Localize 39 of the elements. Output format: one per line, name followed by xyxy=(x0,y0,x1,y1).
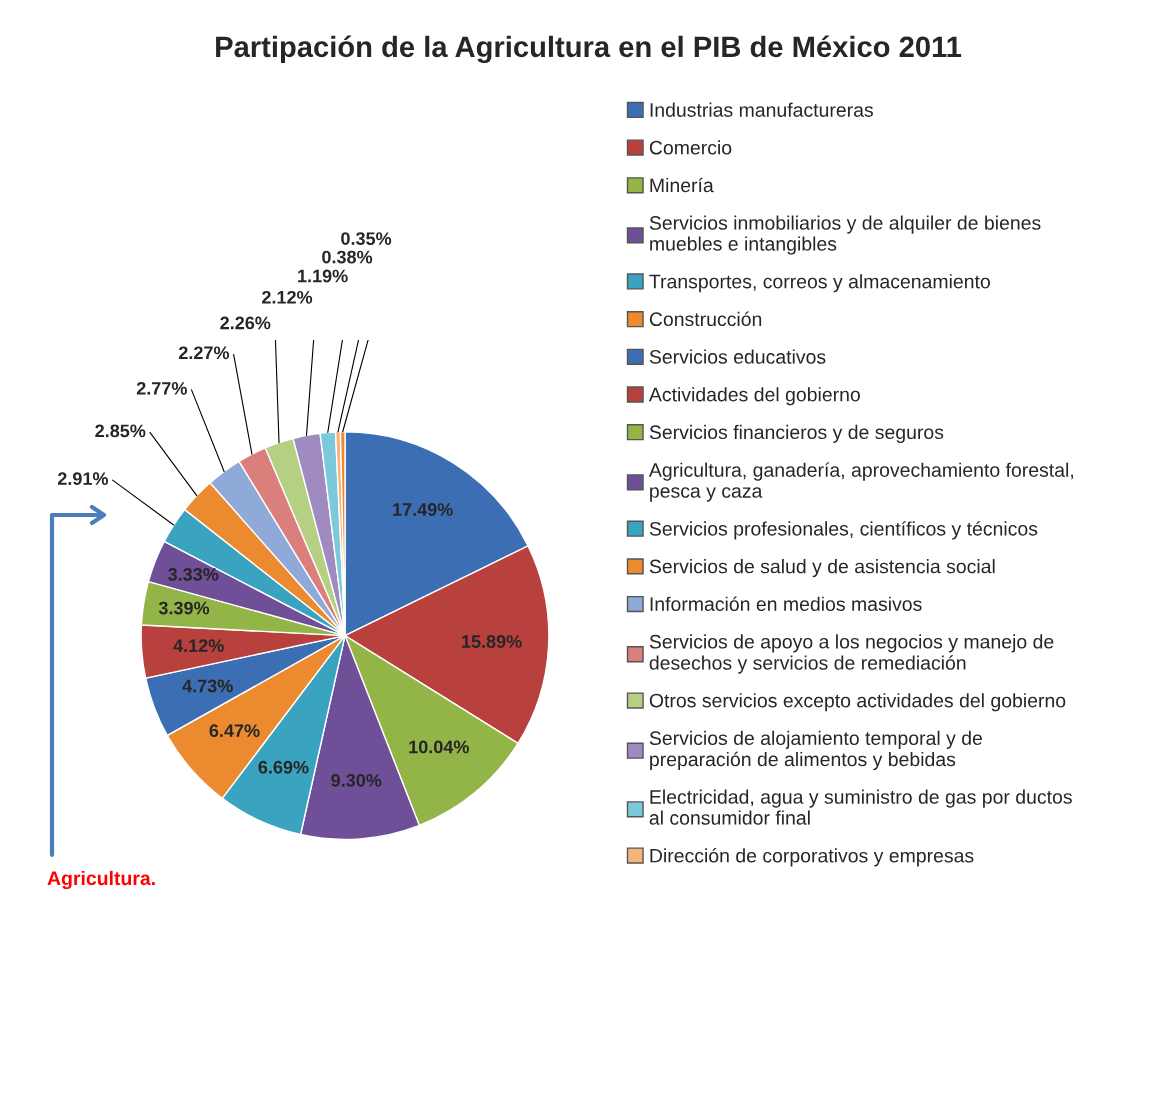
legend-label: Electricidad, agua y suministro de gas por ductos al consumidor final xyxy=(649,789,1072,825)
data-label: 0.35% xyxy=(341,232,392,245)
legend-label: Servicios profesionales, científicos y técnicos xyxy=(649,521,1038,540)
legend-label: Agricultura, ganadería, aprovechamiento forestal, pesca y caza xyxy=(648,462,1073,502)
data-label: 4.12% xyxy=(173,639,224,652)
legend-label: Construcción xyxy=(649,311,762,327)
data-label: 1.19% xyxy=(298,269,348,283)
data-label: 2.12% xyxy=(262,290,313,304)
legend-label: Transportes, correos y almacenamiento xyxy=(649,274,990,293)
data-label: 9.30% xyxy=(331,773,382,787)
legend-label: Comercio xyxy=(649,140,732,155)
legend-label: Actividades del gobierno xyxy=(648,387,860,406)
legend-label: Industrias manufactureras xyxy=(650,102,873,117)
data-label: 2.27% xyxy=(178,346,230,360)
data-label: 2.85% xyxy=(95,424,146,438)
data-label: 10.04% xyxy=(409,740,469,754)
data-label: 6.69% xyxy=(258,760,309,774)
data-label: 4.73% xyxy=(182,679,233,693)
data-label: 3.33% xyxy=(168,568,219,581)
legend-label: Minería xyxy=(650,177,714,193)
legend-label: Servicios de salud y de asistencia social xyxy=(649,559,995,578)
legend-label: Servicios de apoyo a los negocios y manejo de desechos y servicios de remediación xyxy=(649,634,1054,674)
legend-label: Otros servicios excepto actividades del gobierno xyxy=(649,693,1066,712)
data-label: 17.49% xyxy=(393,503,453,516)
legend-label: Servicios de alojamiento temporal y de preparación de alimentos y bebidas xyxy=(649,730,982,771)
legend-label: Información en medios masivos xyxy=(650,596,922,611)
data-label: 15.89% xyxy=(462,635,522,648)
legend-label: Servicios educativos xyxy=(649,349,826,364)
data-label: 2.91% xyxy=(57,472,109,485)
legend-label: Dirección de corporativos y empresas xyxy=(650,848,974,867)
legend-label: Servicios inmobiliarios y de alquiler de bienes muebles e intangibles xyxy=(649,215,1041,255)
data-label: 0.38% xyxy=(322,250,373,264)
data-label: 2.77% xyxy=(136,381,187,395)
text: Agricultura. xyxy=(47,870,155,890)
legend-label: Servicios financieros y de seguros xyxy=(649,424,944,443)
data-label: 3.39% xyxy=(158,601,210,615)
data-label: 6.47% xyxy=(209,724,260,738)
chart-title: Partipación de la Agricultura en el PIB de México 2011 xyxy=(216,35,962,64)
data-label: 2.26% xyxy=(220,316,271,330)
